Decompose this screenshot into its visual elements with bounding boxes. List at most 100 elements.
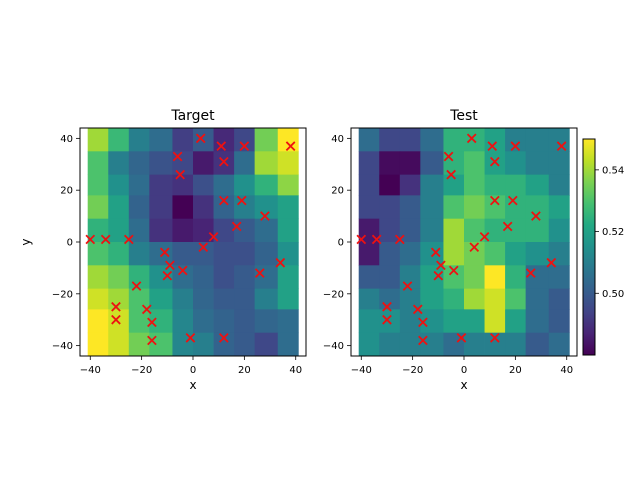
test-marker-x (469, 242, 480, 253)
test-heatmap-cell (484, 218, 506, 243)
test-heatmap-cell (420, 195, 444, 220)
test-heatmap-cell (484, 195, 506, 220)
test-heatmap-cell (505, 332, 527, 357)
test-marker-x (418, 317, 428, 328)
test-heatmap-cell (379, 174, 401, 196)
target-heatmap-cell (108, 288, 130, 310)
target-heatmap-cell (254, 174, 279, 196)
target-heatmap-cell (254, 242, 279, 266)
target-heatmap-cell (128, 242, 150, 266)
target-heatmap-cell (128, 332, 150, 357)
target-heatmap-cell (234, 242, 256, 266)
target-heatmap-cell (172, 218, 194, 243)
test-y-ticks: −40 −20 0 20 40 (323, 134, 351, 352)
target-heatmap-cell (254, 265, 279, 290)
target-heatmap-cell (193, 309, 214, 334)
test-heatmap-cell (358, 332, 380, 357)
test-heatmap-cell (358, 151, 380, 176)
target-heatmap-cell (213, 174, 235, 196)
target-heatmap-cell (128, 128, 150, 152)
test-heatmap-cell (399, 218, 421, 243)
test-x-tick-label: −40 (351, 365, 372, 376)
test-heatmap-cell (548, 288, 570, 310)
target-heatmap-cell (193, 151, 214, 176)
target-heatmap-cell (172, 332, 194, 357)
test-heatmap-cell (525, 218, 550, 243)
test-marker-x (436, 260, 446, 271)
test-heatmap-cell (399, 288, 421, 310)
target-heatmap-cell (213, 265, 235, 290)
target-heatmap-cell (277, 309, 299, 334)
target-marker-x (147, 335, 157, 346)
test-heatmap-cell (420, 288, 444, 310)
target-heatmap-cell (213, 332, 235, 357)
target-marker-x (172, 151, 183, 162)
target-marker-x (239, 141, 250, 151)
test-heatmap-cell (358, 288, 380, 310)
test-heatmap-cell (443, 218, 465, 243)
target-y-tick-label: −20 (52, 289, 73, 300)
target-heatmap-cell (87, 242, 109, 266)
test-heatmap-cell (443, 242, 465, 266)
test-heatmap-cell (484, 151, 506, 176)
target-heatmap-cell (254, 218, 279, 243)
test-heatmap-cell (484, 128, 506, 152)
test-heatmap-cell (484, 265, 506, 290)
test-x-tick-label: 20 (509, 365, 522, 376)
test-heatmap-cell (484, 332, 506, 357)
target-heatmap-cell (149, 332, 173, 357)
test-heatmap-cell (464, 128, 485, 152)
test-marker-x (356, 234, 367, 245)
test-heatmap-cell (548, 218, 570, 243)
target-heatmap-cell (277, 128, 299, 152)
test-marker-x (502, 221, 513, 232)
test-heatmap-cell (484, 242, 506, 266)
test-heatmap-cell (484, 309, 506, 334)
target-heatmap-cell (254, 288, 279, 310)
test-heatmap-cell (358, 242, 380, 266)
test-heatmap-cell (399, 309, 421, 334)
target-heatmap-cell (87, 309, 109, 334)
test-heatmap-cell (420, 128, 444, 152)
target-heatmap-cell (193, 195, 214, 220)
target-x-axis-label: x (189, 378, 196, 392)
target-x-ticks: −40 −20 0 20 40 (80, 356, 302, 376)
target-heatmap-cell (108, 128, 130, 152)
test-heatmap-cell (358, 128, 380, 152)
colorbar: 0.50 0.52 0.54 (582, 138, 624, 356)
target-heatmap-cell (128, 218, 150, 243)
target-heatmap-cell (87, 151, 109, 176)
test-marker-x (531, 211, 541, 221)
target-heatmap-cell (128, 265, 150, 290)
test-marker-x (556, 141, 567, 151)
test-y-tick-label: 20 (331, 186, 344, 197)
target-marker-x (147, 317, 157, 328)
target-heatmap-cell (277, 218, 299, 243)
target-heatmap-cell (87, 195, 109, 220)
test-heatmap-cell (443, 174, 465, 196)
target-heatmap-cell (128, 309, 150, 334)
target-heatmap (87, 128, 299, 357)
test-marker-x (412, 304, 423, 315)
target-heatmap-cell (172, 128, 194, 152)
test-heatmap-cell (548, 195, 570, 220)
target-heatmap-cell (149, 288, 173, 310)
target-heatmap-cell (172, 309, 194, 334)
target-heatmap-cell (87, 265, 109, 290)
target-heatmap-cell (193, 288, 214, 310)
target-heatmap-cell (128, 288, 150, 310)
target-heatmap-cell (149, 242, 173, 266)
test-x-ticks: −40 −20 0 20 40 (351, 356, 573, 376)
target-marker-x (141, 304, 152, 315)
target-heatmap-cell (108, 195, 130, 220)
target-heatmap-cell (149, 195, 173, 220)
target-marker-x (218, 195, 229, 206)
test-heatmap-cell (420, 332, 444, 357)
test-heatmap-cell (525, 288, 550, 310)
test-y-tick-label: −20 (323, 289, 344, 300)
test-heatmap-cell (399, 332, 421, 357)
target-heatmap-cell (108, 174, 130, 196)
target-x-tick-label: 20 (238, 365, 251, 376)
test-y-tick-label: −40 (323, 341, 344, 352)
target-y-axis-label: y (19, 238, 33, 245)
